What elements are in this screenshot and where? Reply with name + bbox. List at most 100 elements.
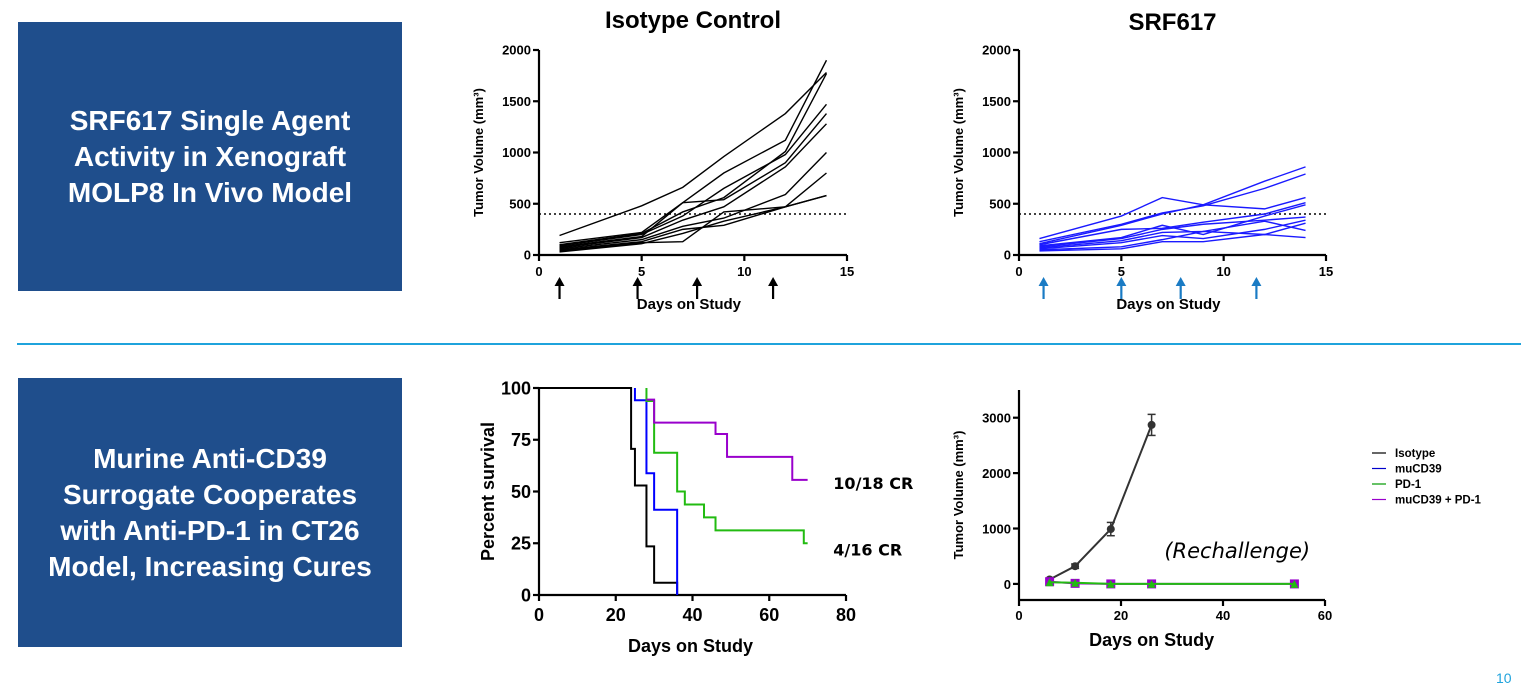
srf617-series-line	[1039, 233, 1306, 252]
survival-curve-mucd39	[633, 388, 679, 595]
isotype-y-tick-label: 500	[509, 196, 531, 211]
srf617-series-line	[1039, 196, 1306, 245]
srf617-y-tick-label: 0	[1004, 248, 1011, 263]
survival-x-tick-label: 0	[534, 605, 544, 625]
srf617-series-line	[1039, 216, 1306, 248]
srf617-series-line	[1039, 204, 1306, 247]
rechallenge-x-tick-label: 60	[1318, 608, 1332, 623]
rechallenge-x-tick-label: 40	[1216, 608, 1230, 623]
srf617-dosing-arrow-icon	[1038, 277, 1049, 299]
isotype-series-line	[559, 152, 827, 250]
srf617-series-line	[1039, 219, 1306, 250]
survival-x-tick-label: 60	[759, 605, 779, 625]
isotype-x-axis-title: Days on Study	[637, 296, 742, 313]
rechallenge-point-pd-1	[1106, 579, 1115, 588]
legend-label: muCD39	[1395, 464, 1442, 476]
rechallenge-y-tick-label: 2000	[982, 466, 1011, 481]
rechallenge-axes: 0 20 40 60 0 1000 2000 3000	[982, 390, 1332, 623]
rechallenge-annotation: (Rechallenge)	[1164, 539, 1310, 563]
rechallenge-point-pd-1	[1147, 579, 1156, 588]
legend-label: PD-1	[1395, 479, 1422, 491]
arrow-head	[1116, 277, 1127, 286]
arrow-head	[692, 277, 703, 286]
rechallenge-y-tick-label: 1000	[982, 522, 1011, 537]
rechallenge-point-isotype	[1147, 420, 1156, 429]
survival-y-axis-title: Percent survival	[478, 422, 498, 561]
srf617-series-line	[1039, 202, 1306, 246]
isotype-x-tick-label: 15	[840, 264, 854, 279]
isotype-x-tick-label: 5	[638, 264, 645, 279]
isotype-series-line	[559, 113, 828, 248]
survival-x-tick-label: 40	[682, 605, 702, 625]
isotype-dosing-arrow-icon	[632, 277, 643, 299]
arrow-head	[768, 277, 779, 286]
srf617-series-line	[1039, 220, 1306, 249]
srf617-y-tick-label: 1000	[982, 145, 1011, 160]
panel-heading-bottom: Murine Anti-CD39 Surrogate Cooperates wi…	[18, 378, 402, 647]
srf617-x-tick-label: 15	[1319, 264, 1333, 279]
srf617-series-line	[1039, 166, 1306, 240]
isotype-y-tick-label: 1000	[502, 145, 531, 160]
isotype-series-line	[559, 73, 828, 246]
srf617-y-tick-label: 2000	[982, 43, 1011, 58]
rechallenge-point-isotype	[1071, 562, 1080, 571]
arrow-head	[554, 277, 565, 286]
srf617-x-tick-label: 10	[1216, 264, 1230, 279]
arrow-head	[1251, 277, 1262, 286]
rechallenge-point-pd-1	[1071, 578, 1080, 587]
isotype-chart-title: Isotype Control	[605, 7, 781, 34]
isotype-y-axis-title: Tumor Volume (mm³)	[471, 88, 486, 217]
survival-y-tick-label: 25	[511, 534, 531, 554]
rechallenge-point-pd-1	[1045, 578, 1054, 587]
srf617-dosing-arrow-icon	[1116, 277, 1127, 299]
srf617-x-tick-label: 5	[1118, 264, 1125, 279]
survival-x-tick-label: 80	[836, 605, 856, 625]
srf617-axes: 0 5 10 15 0 500 1000 1500 2000	[982, 43, 1333, 279]
survival-y-tick-label: 50	[511, 482, 531, 502]
section-divider	[17, 343, 1521, 345]
rechallenge-point-pd-1	[1290, 579, 1299, 588]
rechallenge-x-axis-title: Days on Study	[1089, 630, 1214, 650]
isotype-dosing-arrow-icon	[692, 277, 703, 299]
isotype-series-line	[559, 103, 828, 247]
isotype-y-tick-label: 2000	[502, 43, 531, 58]
srf617-y-tick-label: 500	[989, 196, 1011, 211]
panel-heading-top: SRF617 Single Agent Activity in Xenograf…	[18, 22, 402, 291]
legend-label: muCD39 + PD-1	[1395, 495, 1482, 507]
rechallenge-y-tick-label: 0	[1004, 577, 1011, 592]
legend-label: Isotype	[1395, 448, 1435, 460]
isotype-x-tick-label: 10	[737, 264, 751, 279]
survival-x-axis-title: Days on Study	[628, 636, 753, 656]
heading-srf617-single-agent: SRF617 Single Agent Activity in Xenograf…	[67, 104, 353, 208]
survival-x-tick-label: 20	[606, 605, 626, 625]
isotype-series-line	[559, 59, 828, 244]
survival-curve-mucd39-pd-1	[646, 398, 808, 481]
srf617-y-tick-label: 1500	[982, 94, 1011, 109]
rechallenge-legend: Isotype muCD39 PD-1 muCD39 + PD-1	[1372, 448, 1482, 507]
survival-curve-isotype	[539, 387, 679, 595]
srf617-dosing-arrow-icon	[1175, 277, 1186, 299]
srf617-dosing-arrow-icon	[1251, 277, 1262, 299]
rechallenge-y-axis-title: Tumor Volume (mm³)	[951, 431, 966, 560]
srf617-y-axis-title: Tumor Volume (mm³)	[951, 88, 966, 217]
rechallenge-line-pd-1	[1049, 581, 1295, 585]
survival-y-tick-label: 75	[511, 430, 531, 450]
rechallenge-y-tick-label: 3000	[982, 411, 1011, 426]
arrow-head	[1175, 277, 1186, 286]
survival-axes: 0 20 40 60 80 0 25 50 75 100	[501, 378, 856, 625]
isotype-y-tick-label: 1500	[502, 94, 531, 109]
survival-cr-annotation: 4/16 CR	[833, 540, 902, 559]
rechallenge-x-tick-label: 0	[1015, 608, 1022, 623]
survival-curve-pd-1	[645, 388, 808, 545]
srf617-chart-title: SRF617	[1128, 9, 1216, 36]
isotype-dosing-arrow-icon	[768, 277, 779, 299]
isotype-series-line	[559, 72, 827, 237]
heading-murine-anti-cd39: Murine Anti-CD39 Surrogate Cooperates wi…	[48, 442, 372, 582]
srf617-x-tick-label: 0	[1015, 264, 1022, 279]
isotype-series-line	[559, 194, 827, 253]
srf617-x-axis-title: Days on Study	[1116, 296, 1221, 313]
isotype-series-line	[559, 123, 827, 249]
isotype-y-tick-label: 0	[524, 248, 531, 263]
survival-y-tick-label: 100	[501, 378, 531, 398]
